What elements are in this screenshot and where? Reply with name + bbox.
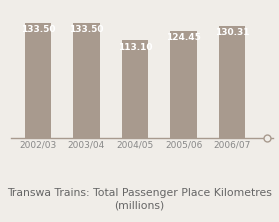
Text: Transwa Trains: Total Passenger Place Kilometres
(millions): Transwa Trains: Total Passenger Place Ki… [7, 188, 272, 211]
Text: 133.50: 133.50 [21, 26, 55, 34]
Bar [73, 23, 100, 138]
Bar [122, 40, 148, 138]
Bar [170, 31, 197, 138]
Bar [219, 26, 246, 138]
Text: 113.10: 113.10 [118, 43, 152, 52]
Bar [25, 23, 51, 138]
Text: 130.31: 130.31 [215, 28, 249, 37]
Text: 124.45: 124.45 [166, 33, 201, 42]
Text: 133.50: 133.50 [69, 26, 104, 34]
